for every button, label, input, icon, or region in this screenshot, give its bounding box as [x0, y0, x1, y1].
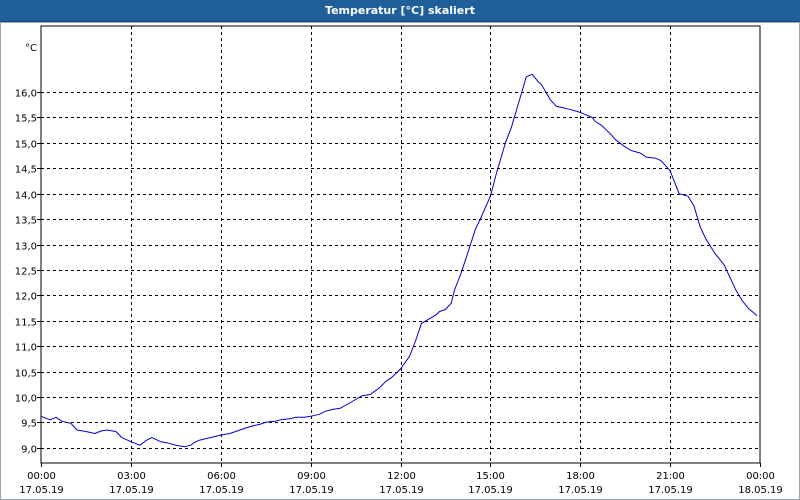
- y-tick-label: 12,5: [15, 267, 37, 278]
- x-tick-date-label: 17.05.19: [19, 485, 64, 496]
- y-tick-label: 11,5: [15, 318, 37, 329]
- y-tick-label: 15,0: [15, 140, 37, 151]
- y-axis-unit-label: °C: [25, 43, 37, 54]
- x-tick-date-label: 17.05.19: [648, 485, 693, 496]
- y-tick-label: 9,0: [21, 445, 37, 456]
- y-tick-label: 10,0: [15, 394, 37, 405]
- x-tick-time-label: 09:00: [297, 471, 326, 482]
- x-tick-time-label: 21:00: [656, 471, 685, 482]
- x-tick-time-label: 18:00: [566, 471, 595, 482]
- y-tick-label: 13,0: [15, 242, 37, 253]
- chart-title-bar: Temperatur [°C] skaliert: [0, 0, 800, 22]
- x-tick-time-label: 15:00: [476, 471, 505, 482]
- temperature-series-line: [40, 73, 758, 448]
- series-layer: [40, 73, 758, 448]
- y-tick-label: 13,5: [15, 216, 37, 227]
- y-tick-label: 14,5: [15, 165, 37, 176]
- x-tick-date-label: 17.05.19: [289, 485, 334, 496]
- y-tick-label: 11,0: [15, 343, 37, 354]
- temperature-chart: 9,0 9,5 10,0 10,5 11,0 11,5 12,0 12,5 13,0 13,5 14…: [15, 25, 783, 496]
- y-tick-label: 10,5: [15, 369, 37, 380]
- x-tick-time-label: 03:00: [117, 471, 146, 482]
- axis-layer: 9,0 9,5 10,0 10,5 11,0 11,5 12,0 12,5 13,0 13,5 14…: [15, 25, 783, 496]
- y-tick-label: 12,0: [15, 292, 37, 303]
- y-tick-label: 9,5: [21, 419, 37, 430]
- x-tick-date-label: 17.05.19: [199, 485, 244, 496]
- y-tick-label: 16,0: [15, 89, 37, 100]
- x-tick-date-label: 17.05.19: [109, 485, 154, 496]
- x-tick-date-label: 17.05.19: [468, 485, 513, 496]
- y-tick-label: 15,5: [15, 114, 37, 125]
- plot-frame: [40, 25, 761, 464]
- chart-panel: 9,0 9,5 10,0 10,5 11,0 11,5 12,0 12,5 13,0 13,5 14…: [0, 22, 800, 500]
- x-tick-time-label: 00:00: [746, 471, 775, 482]
- y-tick-label: 14,0: [15, 191, 37, 202]
- grid-layer: [41, 26, 760, 463]
- x-tick-date-label: 17.05.19: [558, 485, 603, 496]
- x-tick-time-label: 06:00: [207, 471, 236, 482]
- x-tick-date-label: 17.05.19: [379, 485, 424, 496]
- x-tick-time-label: 00:00: [27, 471, 56, 482]
- x-tick-time-label: 12:00: [387, 471, 416, 482]
- chart-title: Temperatur [°C] skaliert: [325, 4, 475, 17]
- x-tick-date-label: 18.05.19: [738, 485, 783, 496]
